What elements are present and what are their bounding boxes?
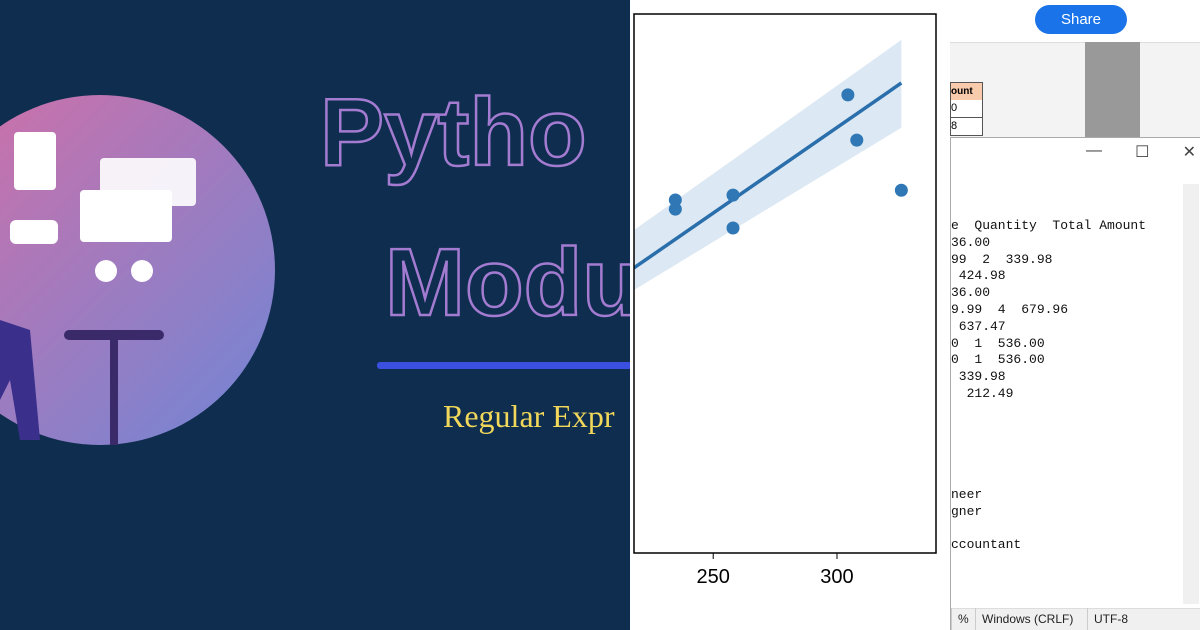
icon (14, 132, 56, 190)
window-controls[interactable]: — ☐ ✕ (1086, 142, 1196, 161)
status-item: Windows (CRLF) (975, 608, 1073, 630)
table (64, 330, 164, 340)
text-line: 0 1 536.00 (951, 352, 1045, 368)
icon (131, 260, 153, 282)
point (841, 88, 855, 102)
sheet-header: ount (950, 82, 983, 101)
icon (10, 220, 58, 244)
text-line: 36.00 (951, 285, 991, 301)
point (850, 133, 864, 147)
person (0, 320, 40, 440)
x-tick-label: 250 (697, 566, 730, 588)
status-item: UTF-8 (1087, 608, 1128, 630)
notepad-window: — ☐ ✕ e Quantity Total Amount 36.00 99 2 339… (950, 137, 1200, 630)
status-item: % (951, 608, 969, 630)
share-button[interactable]: Share (1035, 5, 1127, 34)
scrollbar (1085, 42, 1140, 142)
chart: 250 300 (630, 0, 950, 630)
sheet-cell: 8 (950, 118, 983, 136)
scrollbar (1183, 184, 1199, 604)
point (726, 221, 740, 235)
text-line: 99 2 339.98 (951, 251, 1053, 267)
icon (95, 260, 117, 282)
banner-title: Pytho (320, 79, 587, 186)
text-line: 9.99 4 679.96 (951, 302, 1069, 317)
text-line: ccountant (951, 537, 1022, 553)
divider (377, 362, 630, 369)
confidence-band (634, 39, 902, 290)
text-line: e Quantity Total Amount (951, 218, 1147, 233)
plot-frame (633, 13, 937, 554)
plot (634, 39, 908, 290)
text-line: 36.00 (951, 234, 991, 250)
banner-subtitle: Regular Expr (443, 398, 615, 434)
table (110, 340, 118, 445)
point (894, 183, 908, 197)
text-line: 339.98 (951, 369, 1006, 385)
text-line: 212.49 (951, 386, 1014, 401)
text-line: 0 1 536.00 (951, 335, 1045, 351)
icon (100, 158, 196, 206)
banner-title: Modu (385, 229, 630, 336)
chart-bg (630, 0, 950, 630)
x-tick-label: 300 (820, 566, 853, 588)
banner: Pytho Modu Regular Expr (0, 0, 630, 630)
status-bar (951, 608, 1200, 630)
point (668, 193, 682, 207)
text-line: neer (951, 486, 983, 502)
point (668, 202, 682, 216)
regression-line (634, 81, 903, 270)
sheet-cell: 0 (950, 100, 983, 118)
point (726, 188, 740, 202)
window-area: Share ount — ☐ ✕ e Quantity Total Amount 36… (950, 0, 1200, 630)
text-line: 637.47 (951, 318, 1006, 334)
text-line: gner (951, 503, 983, 519)
text-line: 424.98 (951, 268, 1006, 284)
